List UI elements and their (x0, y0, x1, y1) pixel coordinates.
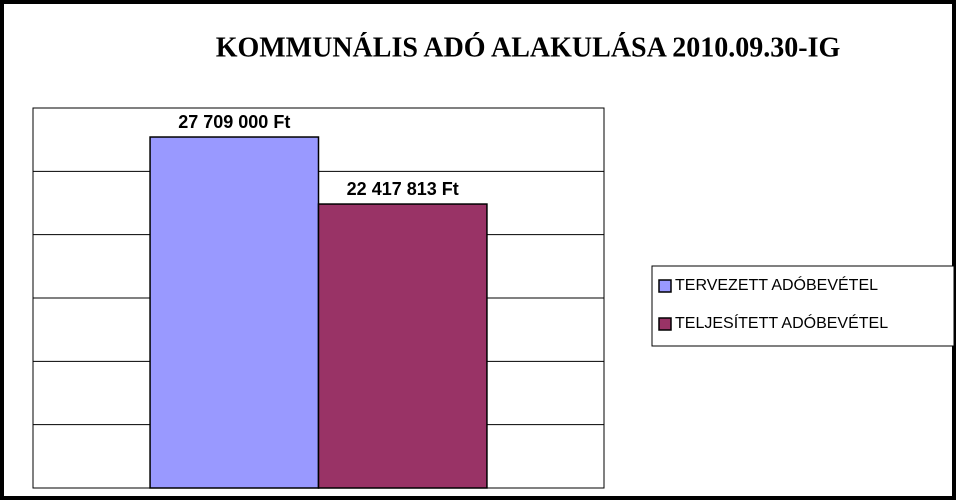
data-label: 22 417 813 Ft (347, 179, 459, 199)
chart-title: KOMMUNÁLIS ADÓ ALAKULÁSA 2010.09.30-IG (216, 32, 841, 63)
legend-swatch (658, 317, 672, 331)
bar (149, 136, 320, 489)
data-label: 27 709 000 Ft (178, 112, 290, 132)
legend-box (651, 265, 955, 347)
legend-label: TERVEZETT ADÓBEVÉTEL (675, 275, 878, 294)
bar (317, 203, 488, 489)
legend-swatch (658, 279, 672, 293)
legend-label: TELJESÍTETT ADÓBEVÉTEL (675, 313, 888, 332)
